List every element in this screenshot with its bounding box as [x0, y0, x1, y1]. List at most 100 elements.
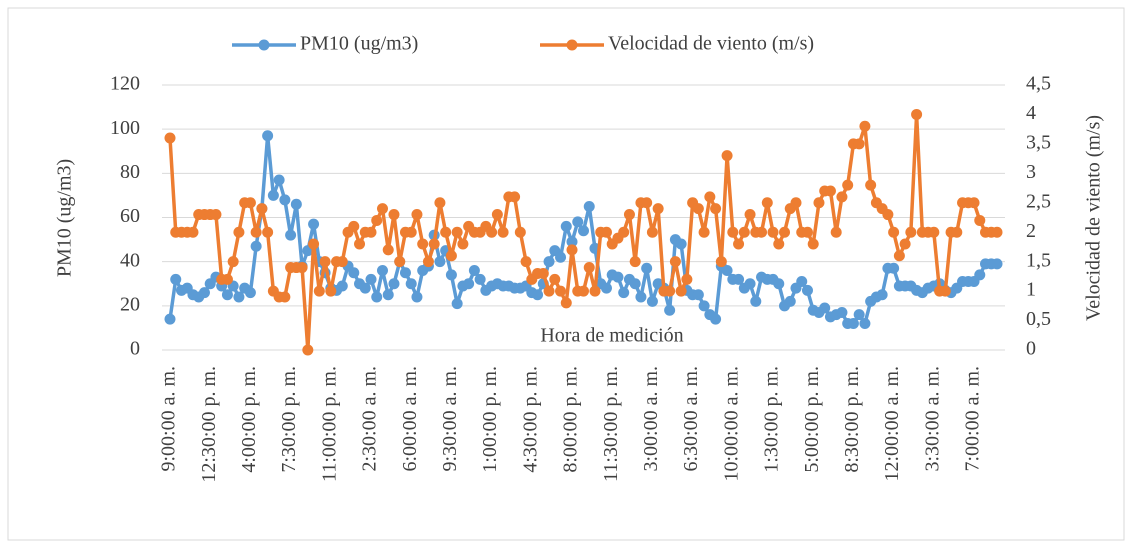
- point: [790, 197, 802, 209]
- x-tick-label: 6:00:00 a. m.: [399, 366, 421, 472]
- point: [836, 191, 848, 203]
- y-tick-label: 40: [120, 249, 140, 271]
- point: [600, 226, 612, 238]
- point: [968, 197, 980, 209]
- point: [738, 226, 750, 238]
- x-tick-label: 8:30:00 p. m.: [841, 366, 863, 473]
- point: [417, 238, 429, 250]
- y2-tick-label: 2: [1026, 220, 1036, 242]
- point: [876, 289, 888, 301]
- point: [779, 226, 791, 238]
- annotation: Hora de medición: [540, 325, 683, 347]
- point: [376, 203, 388, 215]
- point: [733, 273, 745, 285]
- point: [853, 309, 865, 321]
- point: [365, 226, 377, 238]
- point: [319, 256, 331, 268]
- point: [491, 209, 503, 221]
- point: [882, 209, 894, 221]
- point: [365, 273, 377, 285]
- point: [198, 287, 210, 299]
- point: [974, 214, 986, 226]
- point: [279, 194, 291, 206]
- legend-label: PM10 (ug/m3): [300, 33, 418, 55]
- point: [411, 291, 423, 303]
- point: [899, 238, 911, 250]
- point: [773, 238, 785, 250]
- point: [262, 130, 274, 142]
- point: [509, 191, 521, 203]
- point: [675, 285, 687, 297]
- point: [853, 138, 865, 150]
- point: [325, 285, 337, 297]
- point: [543, 285, 555, 297]
- point: [842, 179, 854, 191]
- point: [560, 297, 572, 309]
- y2-tick-label: 0: [1026, 338, 1036, 360]
- point: [836, 306, 848, 318]
- point: [583, 262, 595, 274]
- point: [382, 244, 394, 256]
- y2-tick-label: 4: [1026, 102, 1036, 124]
- legend-label: Velocidad de viento (m/s): [608, 33, 814, 55]
- point: [348, 220, 360, 232]
- point: [578, 285, 589, 297]
- point: [939, 285, 951, 297]
- point: [170, 273, 182, 285]
- point: [911, 108, 923, 120]
- point: [308, 218, 320, 230]
- y-tick-label: 0: [130, 338, 140, 360]
- point: [382, 289, 394, 301]
- x-tick-label: 1:00:00 p. m.: [479, 366, 501, 473]
- point: [376, 265, 388, 276]
- y-axis-label: PM10 (ug/m3): [54, 159, 76, 277]
- point: [348, 267, 360, 279]
- point: [744, 209, 756, 221]
- x-tick-label: 11:30:00 p. m.: [600, 366, 622, 482]
- point: [578, 225, 589, 237]
- point: [566, 244, 578, 256]
- point: [974, 269, 986, 281]
- point: [474, 273, 486, 285]
- point: [244, 287, 256, 299]
- point: [572, 216, 584, 228]
- point: [951, 226, 963, 238]
- x-tick-label: 6:30:00 a. m.: [680, 366, 702, 472]
- point: [600, 282, 612, 294]
- point: [796, 276, 808, 288]
- point: [250, 226, 262, 238]
- point: [664, 285, 676, 297]
- y-tick-label: 60: [120, 205, 140, 227]
- point: [698, 300, 710, 312]
- x-tick-label: 3:00:00 a. m.: [640, 366, 662, 472]
- point: [285, 229, 297, 241]
- point: [813, 197, 825, 209]
- point: [629, 256, 641, 268]
- point: [434, 256, 446, 268]
- point: [457, 238, 469, 250]
- point: [434, 197, 446, 209]
- point: [279, 291, 291, 303]
- point: [405, 278, 417, 290]
- y2-tick-label: 4,5: [1026, 73, 1051, 95]
- point: [537, 267, 549, 279]
- point: [756, 226, 768, 238]
- point: [928, 226, 940, 238]
- x-tick-label: 4:00:00 p. m.: [238, 366, 260, 473]
- point: [715, 256, 727, 268]
- point: [623, 209, 635, 221]
- x-tick-label: 12:30:00 p. m.: [198, 366, 220, 483]
- point: [514, 226, 526, 238]
- point: [721, 150, 733, 162]
- point: [468, 265, 480, 276]
- point: [411, 209, 423, 221]
- point: [221, 273, 233, 285]
- point: [164, 132, 176, 144]
- point: [830, 226, 842, 238]
- y2-tick-label: 3: [1026, 161, 1036, 183]
- point: [681, 273, 693, 285]
- point: [422, 256, 434, 268]
- point: [692, 289, 704, 301]
- point: [371, 291, 383, 303]
